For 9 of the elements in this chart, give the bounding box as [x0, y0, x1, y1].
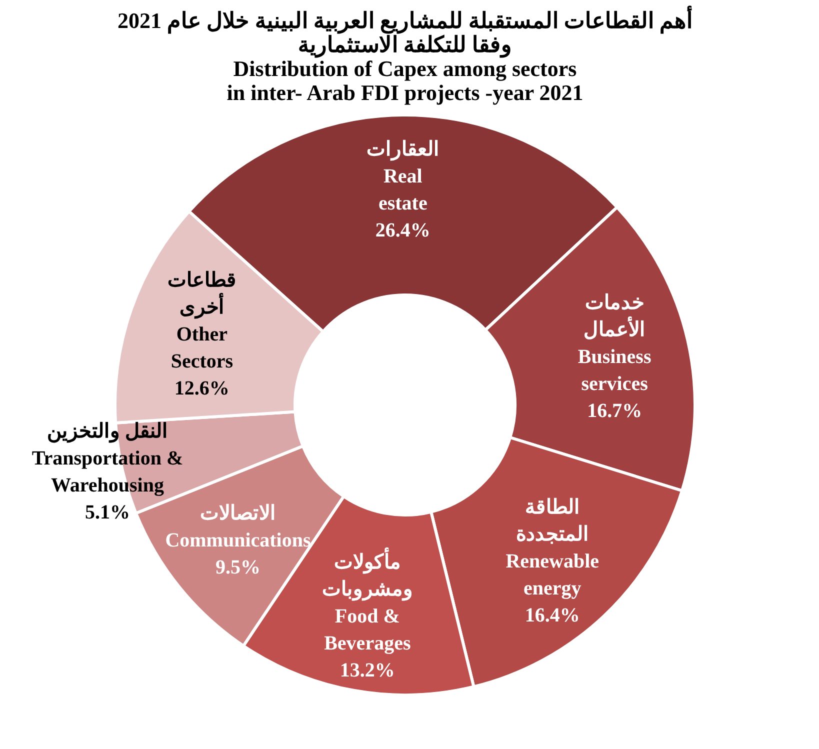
data-label: 9.5% — [215, 556, 260, 578]
text: أهم القطاعات المستقبلة للمشاريع العربية البينية خلال عام 2021 — [118, 8, 692, 33]
data-label: 16.4% — [524, 604, 580, 627]
data-label: 13.2% — [340, 660, 395, 682]
data-label: 26.4% — [375, 220, 430, 242]
data-label: 5.1% — [84, 502, 130, 524]
data-label: 12.6% — [174, 377, 230, 400]
data-label: 16.7% — [587, 400, 642, 422]
text: in inter- Arab FDI projects -year 2021 — [226, 80, 584, 105]
